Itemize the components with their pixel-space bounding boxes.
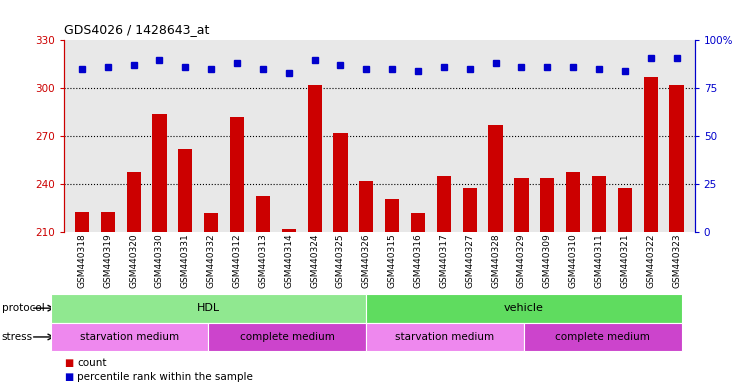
Bar: [256, 195, 270, 384]
Bar: [463, 187, 477, 384]
Bar: [152, 114, 167, 384]
Bar: [592, 176, 606, 384]
Bar: [488, 125, 502, 384]
Bar: [385, 199, 400, 384]
Bar: [618, 187, 632, 384]
Text: starvation medium: starvation medium: [80, 332, 179, 342]
Bar: [644, 77, 658, 384]
Text: ■: ■: [64, 358, 73, 368]
Bar: [126, 172, 140, 384]
Text: percentile rank within the sample: percentile rank within the sample: [77, 372, 253, 382]
Bar: [514, 178, 529, 384]
Bar: [230, 117, 244, 384]
Bar: [101, 212, 115, 384]
Text: complete medium: complete medium: [240, 332, 335, 342]
Text: GDS4026 / 1428643_at: GDS4026 / 1428643_at: [64, 23, 210, 36]
Bar: [307, 85, 321, 384]
Text: protocol: protocol: [2, 303, 44, 313]
Bar: [178, 149, 192, 384]
Bar: [204, 213, 219, 384]
Bar: [333, 133, 348, 384]
Text: vehicle: vehicle: [504, 303, 544, 313]
Text: stress: stress: [2, 332, 32, 342]
Bar: [282, 229, 296, 384]
Bar: [437, 176, 451, 384]
Text: HDL: HDL: [197, 303, 220, 313]
Bar: [540, 178, 554, 384]
Bar: [359, 181, 373, 384]
Text: count: count: [77, 358, 107, 368]
Text: complete medium: complete medium: [555, 332, 650, 342]
Bar: [411, 213, 425, 384]
Text: starvation medium: starvation medium: [396, 332, 494, 342]
Bar: [75, 212, 89, 384]
Bar: [669, 85, 683, 384]
Text: ■: ■: [64, 372, 73, 382]
Bar: [566, 172, 581, 384]
